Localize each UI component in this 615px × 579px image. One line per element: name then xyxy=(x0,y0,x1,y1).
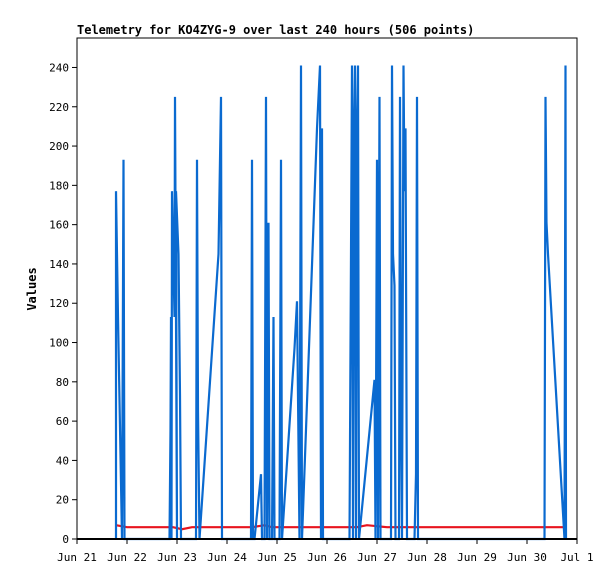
x-tick-label: Jun 25 xyxy=(257,551,297,564)
x-tick-label: Jun 29 xyxy=(457,551,497,564)
x-tick-label: Jul 1 xyxy=(560,551,593,564)
y-tick-label: 60 xyxy=(56,415,69,428)
y-tick-label: 240 xyxy=(49,61,69,74)
chart-title: Telemetry for KO4ZYG-9 over last 240 hou… xyxy=(77,23,474,37)
x-tick-label: Jun 23 xyxy=(157,551,197,564)
y-tick-label: 40 xyxy=(56,454,69,467)
x-axis: Jun 21 Jun 22 Jun 23 Jun 24 Jun 25 Jun 26 Jun … xyxy=(57,539,594,564)
x-tick-label: Jun 24 xyxy=(207,551,247,564)
y-tick-label: 20 xyxy=(56,494,69,507)
y-tick-label: 220 xyxy=(49,101,69,114)
y-tick-label: 140 xyxy=(49,258,69,271)
y-tick-label: 80 xyxy=(56,376,69,389)
x-tick-label: Jun 21 xyxy=(57,551,97,564)
y-axis: 0 20 40 60 80 100 120 140 160 180 200 220 240 xyxy=(49,61,77,546)
y-tick-label: 100 xyxy=(49,337,69,350)
x-tick-label: Jun 22 xyxy=(107,551,147,564)
x-tick-label: Jun 28 xyxy=(407,551,447,564)
y-tick-label: 200 xyxy=(49,140,69,153)
y-axis-label: Values xyxy=(25,267,39,310)
series-layer xyxy=(114,65,568,541)
x-tick-label: Jun 26 xyxy=(307,551,347,564)
y-tick-label: 160 xyxy=(49,219,69,232)
x-tick-label: Jun 30 xyxy=(507,551,547,564)
y-tick-label: 180 xyxy=(49,179,69,192)
series-line-1 xyxy=(114,65,568,541)
plot-frame xyxy=(76,37,578,540)
x-tick-label: Jun 27 xyxy=(357,551,397,564)
y-tick-label: 0 xyxy=(62,533,69,546)
y-tick-label: 120 xyxy=(49,297,69,310)
